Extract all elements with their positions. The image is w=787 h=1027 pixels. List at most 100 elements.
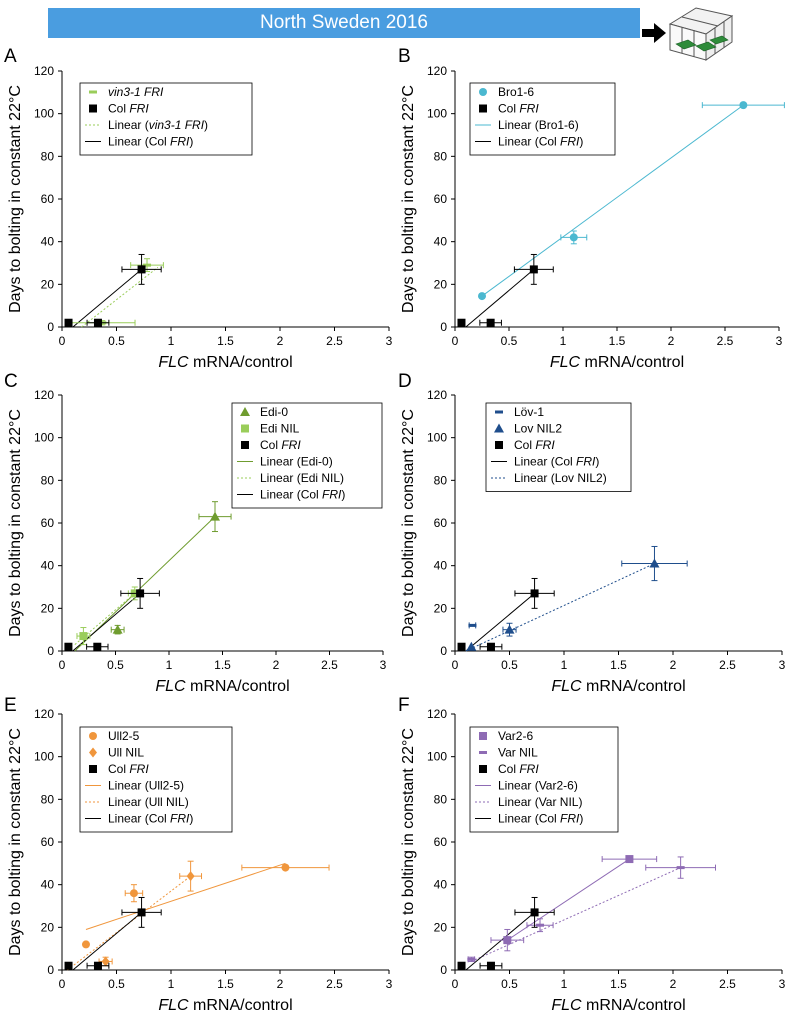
legend-box xyxy=(469,726,619,833)
panel-letter: F xyxy=(398,695,410,716)
y-axis-label: Days to bolting in constant 22°C xyxy=(7,728,24,956)
legend-marker xyxy=(479,732,487,740)
data-point xyxy=(503,936,512,945)
legend-label: Linear (Edi-0) xyxy=(260,455,333,469)
data-point xyxy=(93,318,102,327)
x-tick-label: 2.5 xyxy=(321,658,338,672)
y-tick-label: 100 xyxy=(34,750,54,764)
legend-marker xyxy=(89,104,97,113)
banner-title: North Sweden 2016 xyxy=(260,12,428,33)
data-point xyxy=(81,940,90,949)
y-axis-label: Days to bolting in constant 22°C xyxy=(7,409,24,637)
y-axis-label: Days to bolting in constant 22°C xyxy=(7,85,24,313)
legend-label: Linear (Var2-6) xyxy=(498,779,578,793)
y-tick-label: 80 xyxy=(434,149,448,163)
legend-marker xyxy=(479,104,487,113)
panel-letter: B xyxy=(398,46,411,67)
data-point xyxy=(486,642,495,651)
data-point xyxy=(129,889,138,898)
data-point xyxy=(79,632,88,641)
y-tick-label: 80 xyxy=(434,473,448,487)
x-tick-label: 1 xyxy=(561,658,568,672)
y-tick-label: 40 xyxy=(41,235,55,249)
legend-label: Var NIL xyxy=(498,746,538,760)
data-point xyxy=(466,641,477,651)
y-tick-label: 80 xyxy=(41,149,55,163)
x-axis-label: FLC mRNA/control xyxy=(155,678,289,695)
y-tick-label: 0 xyxy=(440,963,447,977)
legend: Ull2-5 Ull NIL Col FRI Linear (Ull2-5) Linea… xyxy=(79,726,233,833)
x-axis-label: FLC mRNA/control xyxy=(551,678,685,695)
legend-label: Col FRI xyxy=(514,438,555,452)
y-tick-label: 60 xyxy=(41,835,55,849)
trend-line xyxy=(481,104,744,297)
data-point xyxy=(625,855,634,864)
y-tick-label: 120 xyxy=(427,388,447,402)
trend-line xyxy=(465,269,535,328)
legend-label: Linear (Bro1-6) xyxy=(498,118,579,132)
legend: Var2-6 Var NIL Col FRI Linear (Var2-6) Linea… xyxy=(469,726,619,833)
x-tick-label: 3 xyxy=(779,977,786,991)
x-tick-label: 0 xyxy=(452,334,459,348)
x-tick-label: 0.5 xyxy=(501,658,518,672)
legend-label: Edi-0 xyxy=(260,405,288,419)
panel-letter: D xyxy=(398,371,412,392)
x-tick-label: 0 xyxy=(59,658,66,672)
x-tick-label: 0.5 xyxy=(108,334,125,348)
data-point xyxy=(739,101,748,110)
legend-marker xyxy=(479,88,487,96)
legend-label: Linear (Lov NIL2) xyxy=(514,471,607,485)
legend-marker xyxy=(240,407,250,416)
data-point xyxy=(468,623,477,627)
legend-box xyxy=(231,402,383,509)
trend-line xyxy=(465,593,535,652)
legend-label: Var2-6 xyxy=(498,729,533,743)
data-point xyxy=(478,292,486,301)
legend-box xyxy=(79,82,253,156)
x-tick-label: 0 xyxy=(59,977,66,991)
x-tick-label: 2.5 xyxy=(326,334,343,348)
y-tick-label: 20 xyxy=(41,920,55,934)
x-tick-label: 3 xyxy=(380,658,387,672)
legend-label: Linear (Ull2-5) xyxy=(108,779,184,793)
chart-panel-e: E 0 0.5 1 1.5 2 2.5 3 0 20 40 60 80 100 120 FLC mRNA/co… xyxy=(4,695,393,1014)
data-point xyxy=(486,961,495,970)
chart-panel-d: D 0 0.5 1 1.5 2 2.5 3 0 20 40 60 80 100 120 FLC mRNA/co… xyxy=(398,371,786,695)
x-tick-label: 0 xyxy=(59,334,66,348)
y-tick-label: 40 xyxy=(41,559,55,573)
y-tick-label: 20 xyxy=(41,601,55,615)
legend-label: Löv-1 xyxy=(514,405,544,419)
legend-label: Linear (Col FRI) xyxy=(108,812,193,826)
legend-label: Linear (Col FRI) xyxy=(260,488,345,502)
y-tick-label: 20 xyxy=(434,601,448,615)
legend-label: Edi NIL xyxy=(260,422,300,436)
trend-line xyxy=(85,862,286,930)
legend-label: vin3-1 FRI xyxy=(108,85,164,99)
x-tick-label: 1 xyxy=(166,658,173,672)
trend-line xyxy=(81,266,159,328)
chart-panel-c: C 0 0.5 1 1.5 2 2.5 3 0 20 40 60 80 100 120 FLC mRNA/co… xyxy=(4,371,387,695)
chart-panel-a: A 0 0.5 1 1.5 2 2.5 3 0 20 40 60 80 100 120 FLC mRNA/co… xyxy=(4,46,393,371)
trend-line xyxy=(465,563,655,652)
y-tick-label: 100 xyxy=(34,107,54,121)
chart-panel-f: F 0 0.5 1 1.5 2 2.5 3 0 20 40 60 80 100 120 FLC mRNA/co… xyxy=(398,695,786,1014)
x-tick-label: 1 xyxy=(560,334,567,348)
legend-label: Ull NIL xyxy=(108,746,144,760)
y-axis-label: Days to bolting in constant 22°C xyxy=(400,728,417,956)
legend-label: Linear (Var NIL) xyxy=(498,795,582,809)
legend-marker xyxy=(89,765,97,773)
y-tick-label: 0 xyxy=(440,644,447,658)
y-tick-label: 100 xyxy=(427,750,447,764)
x-tick-label: 3 xyxy=(386,977,393,991)
data-point xyxy=(457,642,466,651)
legend-marker xyxy=(89,747,97,758)
y-tick-label: 120 xyxy=(34,64,54,78)
legend: Bro1-6 Col FRI Linear (Bro1-6) Linear (Col … xyxy=(469,82,616,156)
data-point xyxy=(210,511,221,521)
data-point xyxy=(101,956,110,967)
x-tick-label: 2.5 xyxy=(717,334,734,348)
data-point xyxy=(467,957,476,961)
y-tick-label: 80 xyxy=(434,792,448,806)
data-point xyxy=(64,642,73,651)
x-tick-label: 1.5 xyxy=(610,658,627,672)
